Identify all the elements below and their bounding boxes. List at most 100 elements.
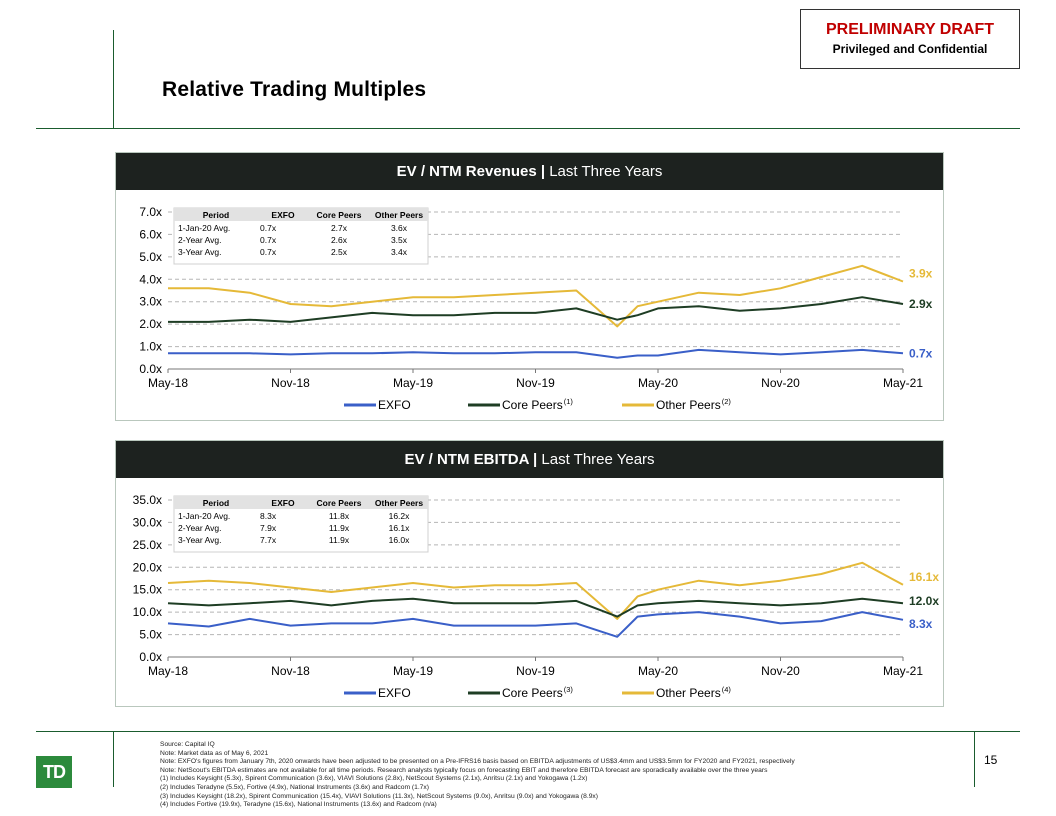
table-cell: 3-Year Avg. xyxy=(178,247,221,257)
confidential-label: Privileged and Confidential xyxy=(832,42,988,56)
ebitda-chart-panel: EV / NTM EBITDA | Last Three Years 0.0x 5… xyxy=(115,440,944,707)
table-header-cell: Period xyxy=(203,210,229,220)
draft-stamp: PRELIMINARY DRAFT Privileged and Confide… xyxy=(800,9,1020,69)
x-tick-label: May-18 xyxy=(148,664,188,678)
footer-divider-right xyxy=(974,731,975,787)
exfo-line xyxy=(168,348,904,359)
ebitda-chart-title: EV / NTM EBITDA | Last Three Years xyxy=(116,441,943,478)
core-peers-end-label: 2.9x xyxy=(909,297,933,311)
y-tick-label: 15.0x xyxy=(133,583,162,597)
table-cell: 11.8x xyxy=(329,511,350,521)
table-header-cell: Core Peers xyxy=(317,210,362,220)
y-tick-label: 0.0x xyxy=(139,362,162,376)
y-tick-label: 30.0x xyxy=(133,515,162,529)
exfo-end-label: 8.3x xyxy=(909,617,933,631)
x-tick-label: Nov-19 xyxy=(516,376,555,390)
table-cell: 16.0x xyxy=(389,535,411,545)
footnote: (2) Includes Teradyne (5.5x), Fortive (4… xyxy=(160,783,429,791)
table-header-row xyxy=(174,208,428,221)
table-cell: 11.9x xyxy=(329,535,350,545)
other-peers-legend-footnote-ref: (2) xyxy=(722,397,732,406)
header-divider xyxy=(36,128,1020,129)
table-cell: 2.6x xyxy=(331,235,348,245)
other-peers-end-label: 3.9x xyxy=(909,267,933,281)
revenue-chart-title-rest: Last Three Years xyxy=(545,163,663,180)
footer-divider xyxy=(36,731,1020,732)
footnote: (3) Includes Keysight (18.2x), Spirent C… xyxy=(160,792,598,800)
table-cell: 7.9x xyxy=(260,523,277,533)
y-tick-label: 5.0x xyxy=(139,628,162,642)
footnotes: Source: Capital IQ Note: Market data as … xyxy=(160,741,960,810)
table-header-cell: Other Peers xyxy=(375,498,423,508)
exfo-legend-label: EXFO xyxy=(378,686,411,700)
exfo-line xyxy=(167,611,904,638)
footer-divider-left xyxy=(113,731,114,787)
y-tick-label: 3.0x xyxy=(139,295,162,309)
summary-table: Period EXFO Core Peers Other Peers 1-Jan-20 … xyxy=(173,495,429,553)
table-header-cell: Period xyxy=(203,498,229,508)
y-tick-label: 35.0x xyxy=(133,493,162,507)
table-cell: 8.3x xyxy=(260,511,277,521)
exfo-end-label: 0.7x xyxy=(909,346,933,360)
revenue-chart: 0.0x 1.0x 2.0x 3.0x 4.0x 5.0x 6.0x 7.0x May-18 No… xyxy=(139,205,933,412)
table-cell: 7.7x xyxy=(260,535,277,545)
x-tick-label: May-20 xyxy=(638,664,678,678)
x-tick-label: May-21 xyxy=(883,376,923,390)
ebitda-chart-title-bold: EV / NTM EBITDA | xyxy=(404,451,538,468)
y-tick-label: 2.0x xyxy=(139,317,162,331)
table-cell: 0.7x xyxy=(260,235,277,245)
table-cell: 16.2x xyxy=(389,511,411,521)
footnote: Note: NetScout's EBITDA estimates are no… xyxy=(160,766,768,774)
exfo-legend-label: EXFO xyxy=(378,398,411,412)
x-tick-label: Nov-18 xyxy=(271,664,310,678)
y-tick-label: 7.0x xyxy=(139,205,162,219)
ebitda-chart: 0.0x 5.0x 10.0x 15.0x 20.0x 25.0x 30.0x 35.0x Ma… xyxy=(133,493,940,700)
x-tick-label: Nov-20 xyxy=(761,664,800,678)
draft-label: PRELIMINARY DRAFT xyxy=(826,21,994,38)
table-header-cell: EXFO xyxy=(271,498,295,508)
table-cell: 11.9x xyxy=(329,523,350,533)
table-cell: 3.5x xyxy=(391,235,408,245)
table-cell: 0.7x xyxy=(260,247,277,257)
y-tick-label: 20.0x xyxy=(133,560,162,574)
x-tick-label: Nov-20 xyxy=(761,376,800,390)
x-tick-label: May-19 xyxy=(393,664,433,678)
core-peers-line xyxy=(167,597,904,618)
td-logo: TD xyxy=(36,756,72,788)
footnote: Note: Market data as of May 6, 2021 xyxy=(160,749,269,757)
x-tick-label: May-18 xyxy=(148,376,188,390)
revenue-chart-title-bold: EV / NTM Revenues | xyxy=(396,163,546,180)
footnote: (1) Includes Keysight (5.3x), Spirent Co… xyxy=(160,775,588,783)
table-header-cell: Core Peers xyxy=(317,498,362,508)
revenue-chart-title: EV / NTM Revenues | Last Three Years xyxy=(116,153,943,190)
x-tick-label: May-21 xyxy=(883,664,923,678)
other-peers-legend-footnote-ref: (4) xyxy=(722,685,732,694)
y-tick-label: 5.0x xyxy=(139,250,162,264)
revenue-chart-panel: EV / NTM Revenues | Last Three Years 0.0… xyxy=(115,152,944,421)
y-tick-label: 1.0x xyxy=(139,340,162,354)
header-divider-vertical xyxy=(113,30,114,129)
summary-table: Period EXFO Core Peers Other Peers 1-Jan-20 … xyxy=(173,207,429,265)
table-cell: 2-Year Avg. xyxy=(178,523,221,533)
footnote: (4) Includes Fortive (19.9x), Teradyne (… xyxy=(160,801,437,809)
table-header-row xyxy=(174,496,428,509)
x-tick-label: Nov-18 xyxy=(271,376,310,390)
y-tick-label: 25.0x xyxy=(133,538,162,552)
core-peers-legend-label: Core Peers(3) xyxy=(502,685,573,700)
other-peers-line xyxy=(167,561,904,620)
footnote: Source: Capital IQ xyxy=(160,741,215,748)
table-cell: 16.1x xyxy=(389,523,411,533)
y-tick-label: 10.0x xyxy=(133,605,162,619)
footnote: Note: EXFO's figures from January 7th, 2… xyxy=(160,758,795,766)
y-tick-label: 4.0x xyxy=(139,272,162,286)
table-cell: 0.7x xyxy=(260,223,277,233)
page-title: Relative Trading Multiples xyxy=(162,78,427,101)
x-tick-label: May-20 xyxy=(638,376,678,390)
x-tick-label: May-19 xyxy=(393,376,433,390)
core-peers-end-label: 12.0x xyxy=(909,594,939,608)
other-peers-legend-label: Other Peers(2) xyxy=(656,397,731,412)
table-cell: 3-Year Avg. xyxy=(178,535,221,545)
other-peers-end-label: 16.1x xyxy=(909,570,939,584)
table-cell: 3.4x xyxy=(391,247,408,257)
other-peers-line xyxy=(168,264,904,328)
